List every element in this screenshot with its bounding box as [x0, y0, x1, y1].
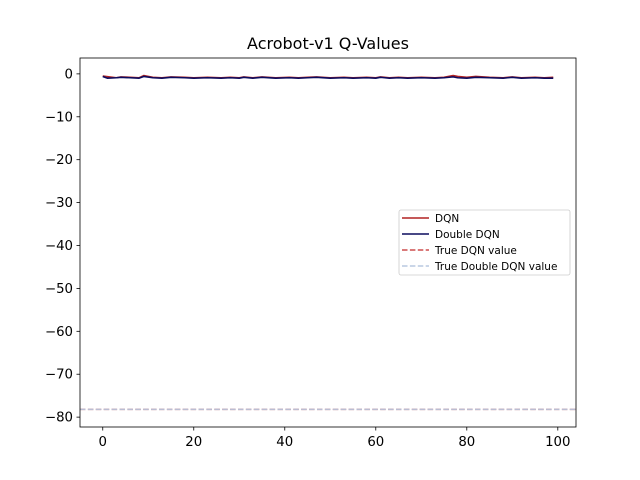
y-tick-label: −10 [45, 110, 73, 125]
plot-area [79, 57, 577, 428]
y-tick-label: −40 [45, 239, 73, 254]
legend-box [398, 209, 571, 276]
y-tick-label: −70 [45, 368, 73, 383]
y-axis: 0 −10 −20 −30 −40 −50 −60 −70 −80 [45, 67, 80, 426]
y-tick-label: −60 [45, 325, 73, 340]
legend-label-dqn: DQN [435, 213, 459, 225]
x-tick-label: 20 [185, 435, 202, 450]
series-double-dqn-line [102, 75, 554, 79]
x-axis: 0 20 40 60 80 100 [99, 427, 570, 450]
legend: DQN Double DQN True DQN value True Double D… [398, 209, 571, 276]
chart-title: Acrobot-v1 Q-Values [247, 34, 409, 53]
series-lines [102, 74, 554, 79]
y-tick-label: 0 [65, 67, 73, 82]
x-tick-label: 60 [367, 435, 384, 450]
legend-label-double-dqn: Double DQN [435, 229, 500, 241]
y-tick-label: −80 [45, 411, 73, 426]
y-tick-label: −20 [45, 153, 73, 168]
y-tick-label: −30 [45, 196, 73, 211]
x-tick-label: 100 [545, 435, 570, 450]
x-tick-label: 0 [99, 435, 107, 450]
y-tick-label: −50 [45, 282, 73, 297]
legend-label-true-dqn-value: True DQN value [434, 245, 517, 257]
legend-label-true-double-dqn-value: True Double DQN value [434, 261, 557, 273]
x-tick-label: 80 [458, 435, 475, 450]
x-tick-label: 40 [276, 435, 293, 450]
